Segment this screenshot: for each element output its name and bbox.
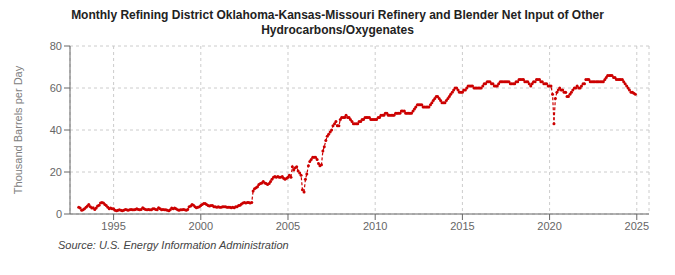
svg-text:2000: 2000 xyxy=(189,220,213,232)
svg-text:60: 60 xyxy=(50,82,62,94)
svg-text:80: 80 xyxy=(50,40,62,52)
svg-text:2020: 2020 xyxy=(537,220,561,232)
html-text:Source: U.S. Energy Informatio: Source: U.S. Energy Information Administ… xyxy=(58,239,289,251)
svg-text:Thousand Barrels per Day: Thousand Barrels per Day xyxy=(12,65,24,194)
svg-text:0: 0 xyxy=(56,208,62,220)
svg-text:20: 20 xyxy=(50,166,62,178)
svg-text:2025: 2025 xyxy=(625,220,649,232)
svg-text:2005: 2005 xyxy=(276,220,300,232)
html-text:Hydrocarbons/Oxygenates: Hydrocarbons/Oxygenates xyxy=(261,23,414,37)
svg-text:40: 40 xyxy=(50,124,62,136)
html-text:Monthly Refining District Okla: Monthly Refining District Oklahoma-Kansa… xyxy=(71,8,604,22)
svg-text:1995: 1995 xyxy=(101,220,125,232)
svg-text:2010: 2010 xyxy=(363,220,387,232)
svg-text:2015: 2015 xyxy=(450,220,474,232)
